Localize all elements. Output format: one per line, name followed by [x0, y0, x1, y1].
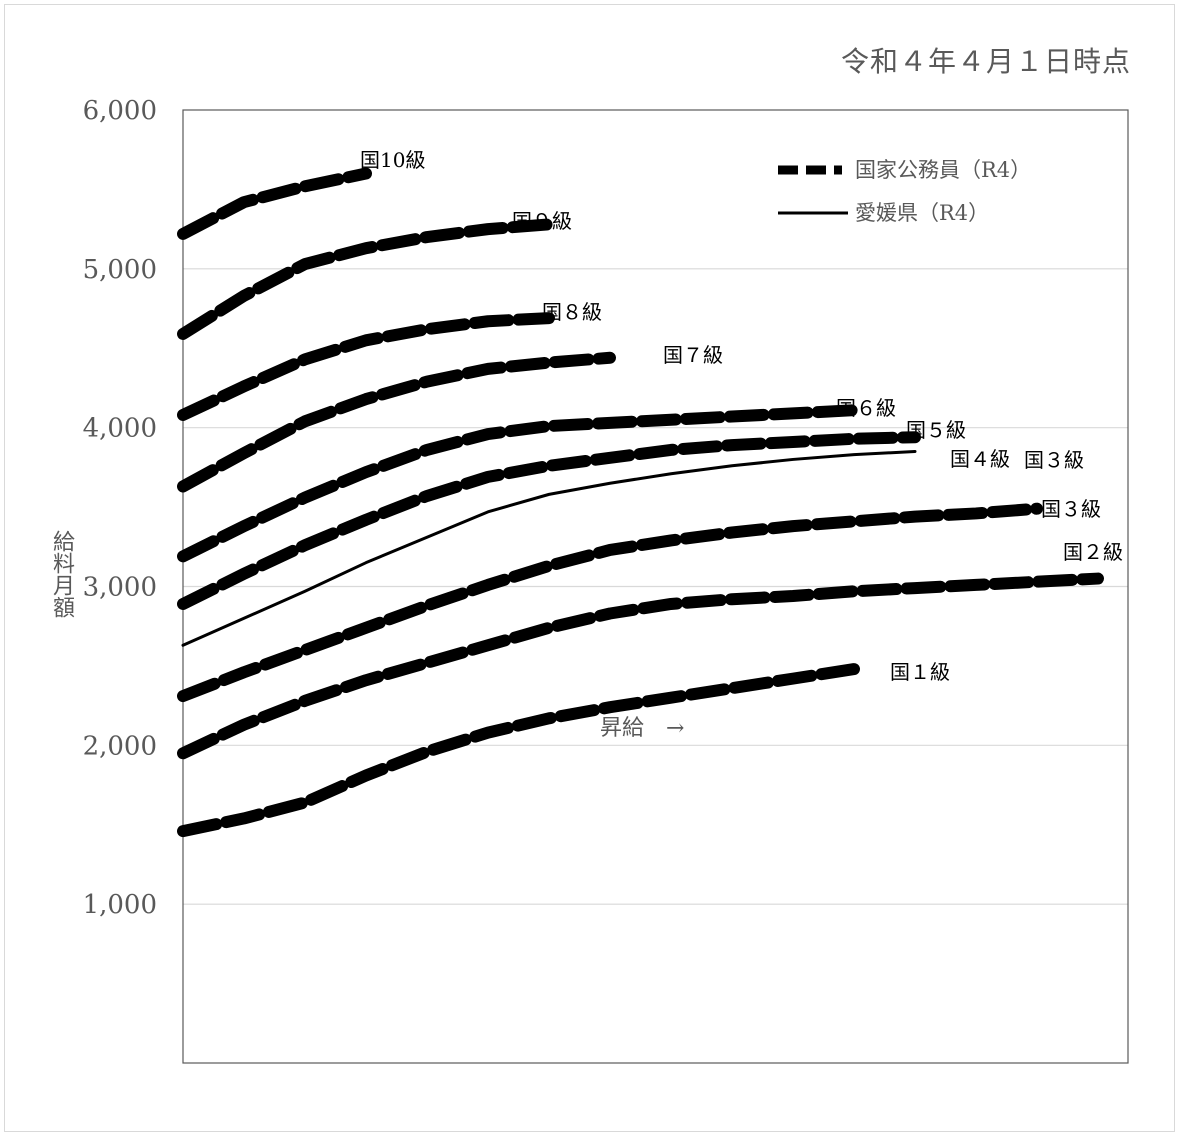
- series-line-dashed: [177, 663, 860, 838]
- grade-label: 国６級: [836, 396, 896, 420]
- grade-label: 国４級: [950, 447, 1010, 471]
- y-tick-label: 5,000: [83, 255, 157, 285]
- y-tick-label: 6,000: [83, 96, 157, 126]
- y-tick-label: 3,000: [83, 573, 157, 603]
- chart-frame: [4, 4, 1175, 1132]
- grade-label: 国１級: [890, 660, 950, 684]
- y-tick-label: 4,000: [83, 414, 157, 444]
- grade-label: 国５級: [906, 418, 966, 442]
- y-axis-label: 給料月額: [49, 530, 74, 618]
- grade-label: 国３級: [1024, 448, 1084, 472]
- plot-area-border: [182, 109, 1129, 1064]
- series-line-dashed: [177, 572, 1104, 760]
- grade-label: 国８級: [542, 300, 602, 324]
- series-line-dashed: [177, 312, 555, 421]
- grade-label: 国２級: [1063, 540, 1123, 564]
- grade-label: 国10級: [360, 148, 425, 172]
- series-line-dashed: [177, 351, 616, 493]
- x-axis-label: 昇給 →: [600, 716, 685, 741]
- series-line-solid: [181, 449, 917, 647]
- y-tick-label: 1,000: [83, 890, 157, 920]
- grade-label: 国３級: [1041, 497, 1101, 521]
- series-line-dashed: [177, 218, 555, 340]
- y-tick-label: 2,000: [83, 731, 157, 761]
- legend-label: 愛媛県（R4）: [855, 201, 989, 225]
- series-line-dashed: [177, 167, 372, 240]
- chart-subtitle: 令和４年４月１日時点: [840, 45, 1131, 78]
- series-line-dashed: [177, 431, 921, 610]
- grade-label: 国９級: [512, 209, 572, 233]
- series-line-dashed: [177, 502, 1043, 703]
- grade-label: 国７級: [663, 343, 723, 367]
- legend-label: 国家公務員（R4）: [855, 158, 1031, 182]
- series-line-dashed: [177, 404, 860, 563]
